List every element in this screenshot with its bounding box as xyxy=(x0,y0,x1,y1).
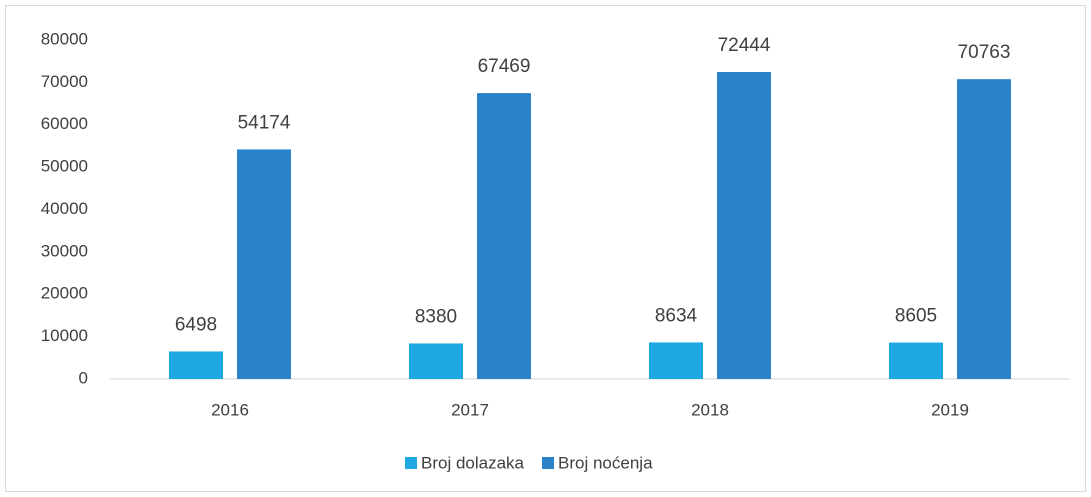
data-label: 54174 xyxy=(238,112,291,133)
legend-swatch xyxy=(542,457,555,469)
legend-label: Broj dolazaka xyxy=(421,453,525,472)
bar xyxy=(889,342,943,379)
x-tick-label: 2018 xyxy=(691,400,729,419)
bar xyxy=(957,79,1011,379)
data-label: 8380 xyxy=(415,307,457,328)
data-label: 67469 xyxy=(478,56,531,77)
y-tick-label: 40000 xyxy=(41,199,88,218)
bar xyxy=(169,351,223,379)
y-tick-label: 60000 xyxy=(41,114,88,133)
bar xyxy=(717,72,771,379)
x-tick-label: 2016 xyxy=(211,400,249,419)
y-tick-label: 70000 xyxy=(41,72,88,91)
bar xyxy=(237,149,291,379)
y-tick-label: 0 xyxy=(79,368,88,387)
y-tick-label: 50000 xyxy=(41,157,88,176)
data-label: 72444 xyxy=(718,35,771,56)
chart-frame xyxy=(5,5,1086,492)
legend-label: Broj noćenja xyxy=(558,453,653,472)
y-tick-label: 30000 xyxy=(41,241,88,260)
bar xyxy=(649,342,703,379)
data-label: 8634 xyxy=(655,305,698,326)
data-label: 6498 xyxy=(175,314,217,335)
bar xyxy=(477,93,531,380)
y-tick-label: 20000 xyxy=(41,284,88,303)
data-label: 8605 xyxy=(895,306,937,327)
x-tick-label: 2017 xyxy=(451,400,489,419)
bar xyxy=(409,343,463,379)
y-tick-label: 10000 xyxy=(41,326,88,345)
legend-swatch xyxy=(405,457,417,469)
y-tick-label: 80000 xyxy=(41,29,88,48)
x-tick-label: 2019 xyxy=(931,400,969,419)
data-label: 70763 xyxy=(958,42,1011,63)
